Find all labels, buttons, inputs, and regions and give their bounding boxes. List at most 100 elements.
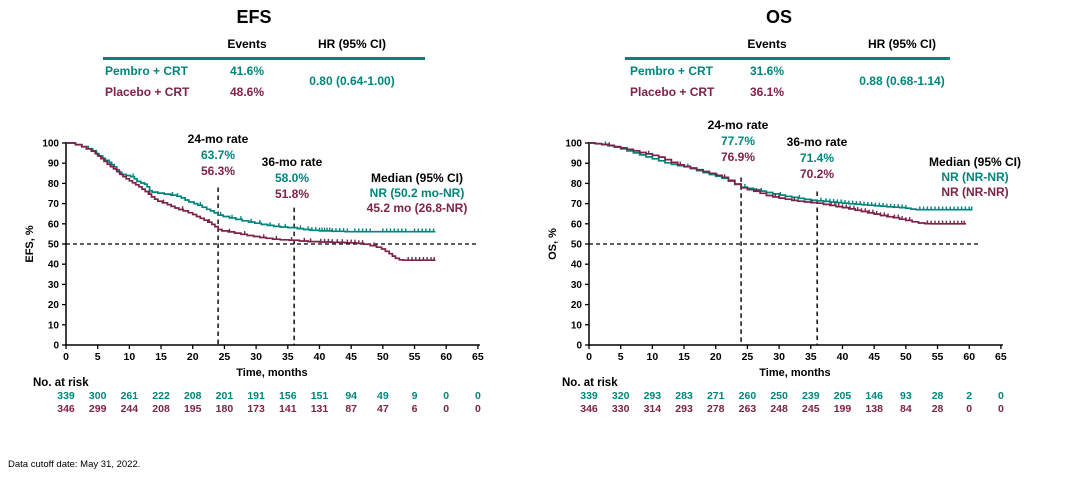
at-risk-value: 263 xyxy=(738,403,757,415)
os-at-risk-placebo-row: 346 330 314 293 278 263 248 245 199 138 84 28 0 0 xyxy=(540,403,1080,416)
y-tick-label: 80 xyxy=(571,179,583,190)
at-risk-value: 261 xyxy=(120,390,139,402)
y-tick-label: 70 xyxy=(48,199,60,210)
x-tick-label: 15 xyxy=(155,351,167,363)
x-tick-label: 50 xyxy=(377,351,389,363)
at-risk-value: 293 xyxy=(643,390,662,402)
efs-pembro-events-value: 41.6% xyxy=(229,64,265,78)
at-risk-value: 138 xyxy=(865,403,883,415)
os-24mo-rate-pembro: 77.7% xyxy=(720,134,756,148)
os-placebo-arm-label: Placebo + CRT xyxy=(630,85,715,99)
y-tick-label: 20 xyxy=(571,300,583,311)
at-risk-value: 244 xyxy=(120,403,139,415)
y-tick-label: 90 xyxy=(48,159,60,170)
x-tick-label: 50 xyxy=(900,351,912,363)
at-risk-value: 146 xyxy=(865,390,883,402)
os-median-title: Median (95% CI) xyxy=(928,155,1022,169)
y-tick-label: 100 xyxy=(42,139,59,150)
y-tick-label: 30 xyxy=(48,280,60,291)
at-risk-value: 199 xyxy=(833,403,852,415)
x-tick-label: 35 xyxy=(805,351,817,363)
at-risk-value: 87 xyxy=(345,403,357,415)
os-events-column-header: Events xyxy=(747,37,787,51)
efs-median-pembro: NR (50.2 mo-NR) xyxy=(369,186,465,200)
x-tick-label: 40 xyxy=(314,351,326,363)
os-at-risk-label: No. at risk xyxy=(562,377,618,389)
at-risk-value: 245 xyxy=(802,403,820,415)
at-risk-value: 47 xyxy=(377,403,389,415)
os-36mo-rate-title: 36-mo rate xyxy=(786,135,848,149)
os-placebo-events-value: 36.1% xyxy=(749,85,785,99)
y-tick-label: 10 xyxy=(571,320,583,331)
x-axis-title: Time, months xyxy=(759,367,830,379)
efs-placebo-events-value: 48.6% xyxy=(229,85,265,99)
efs-median-annotation: Median (95% CI) NR (50.2 mo-NR) 45.2 mo … xyxy=(367,171,468,216)
at-risk-value: 339 xyxy=(580,390,598,402)
y-tick-label: 50 xyxy=(48,240,60,251)
os-pembro-events-value: 31.6% xyxy=(749,64,785,78)
y-tick-label: 100 xyxy=(565,139,582,150)
at-risk-value: 9 xyxy=(411,390,418,402)
efs-hr-value: 0.80 (0.64-1.00) xyxy=(309,74,395,88)
x-tick-label: 40 xyxy=(837,351,849,363)
at-risk-value: 346 xyxy=(580,403,598,415)
at-risk-value: 0 xyxy=(443,403,450,415)
at-risk-value: 94 xyxy=(345,390,357,402)
os-panel: OS Events HR (95% CI) Pembro + CRT 31.6%… xyxy=(540,0,1080,485)
efs-pembro-arm-label: Pembro + CRT xyxy=(105,64,189,78)
os-at-risk-pembro-row: 339 320 293 283 271 260 250 239 205 146 93 28 2 0 xyxy=(540,390,1080,403)
x-tick-label: 55 xyxy=(409,351,421,363)
km-curve-placebo xyxy=(66,142,436,262)
x-tick-label: 0 xyxy=(63,351,69,363)
y-tick-label: 40 xyxy=(571,260,583,271)
at-risk-value: 93 xyxy=(900,390,912,402)
efs-panel: EFS Events HR (95% CI) Pembro + CRT 41.6… xyxy=(0,7,540,415)
os-24mo-rate-placebo: 76.9% xyxy=(720,150,756,164)
at-risk-value: 320 xyxy=(611,390,630,402)
y-tick-label: 20 xyxy=(48,300,60,311)
efs-24mo-rate-annotation: 24-mo rate 63.7% 56.3% xyxy=(188,131,249,179)
at-risk-value: 84 xyxy=(900,403,912,415)
efs-at-risk-pembro-row: 339 300 261 222 208 201 191 156 151 94 49 9 0 0 xyxy=(0,390,540,403)
x-tick-label: 5 xyxy=(95,351,101,363)
at-risk-value: 208 xyxy=(183,390,202,402)
at-risk-value: 260 xyxy=(738,390,757,402)
y-tick-label: 60 xyxy=(571,219,583,230)
at-risk-value: 314 xyxy=(643,403,662,415)
at-risk-value: 239 xyxy=(802,390,820,402)
at-risk-value: 205 xyxy=(833,390,852,402)
data-cutoff-footnote: Data cutoff date: May 31, 2022. xyxy=(8,459,141,470)
os-summary-divider xyxy=(625,57,950,60)
os-36mo-rate-annotation: 36-mo rate 71.4% 70.2% xyxy=(787,134,848,182)
x-axis-title: Time, months xyxy=(236,367,307,379)
os-km-plot: 0 10 20 30 40 50 60 70 80 90 100 0 5 10 15 20 25 30 35 40 45… xyxy=(547,139,1007,380)
efs-summary-divider xyxy=(103,57,425,60)
efs-24mo-rate-title: 24-mo rate xyxy=(187,132,249,146)
at-risk-value: 271 xyxy=(706,390,725,402)
os-hr-value: 0.88 (0.68-1.14) xyxy=(859,74,945,88)
at-risk-value: 346 xyxy=(57,403,75,415)
efs-km-plot: 0 10 20 30 40 50 60 70 80 90 100 0 5 10 15 20 25 30 35 40 45… xyxy=(24,139,484,380)
at-risk-value: 278 xyxy=(706,403,725,415)
x-tick-label: 5 xyxy=(618,351,624,363)
at-risk-value: 131 xyxy=(310,403,329,415)
efs-median-title: Median (95% CI) xyxy=(370,171,464,185)
y-tick-label: 50 xyxy=(571,240,583,251)
at-risk-value: 283 xyxy=(675,390,693,402)
x-tick-label: 65 xyxy=(995,351,1007,363)
at-risk-value: 141 xyxy=(279,403,297,415)
x-tick-label: 10 xyxy=(124,351,136,363)
at-risk-value: 201 xyxy=(215,390,234,402)
km-curve-pembro xyxy=(66,142,436,233)
at-risk-value: 222 xyxy=(152,390,170,402)
at-risk-value: 330 xyxy=(611,403,630,415)
at-risk-value: 195 xyxy=(183,403,202,415)
os-chart-title: OS xyxy=(765,7,793,27)
os-median-placebo: NR (NR-NR) xyxy=(941,185,1009,199)
at-risk-value: 49 xyxy=(377,390,389,402)
efs-24mo-rate-pembro: 63.7% xyxy=(200,148,236,162)
efs-36mo-rate-annotation: 36-mo rate 58.0% 51.8% xyxy=(262,154,323,202)
y-tick-label: 0 xyxy=(576,341,582,352)
x-tick-label: 60 xyxy=(440,351,452,363)
at-risk-value: 339 xyxy=(57,390,75,402)
